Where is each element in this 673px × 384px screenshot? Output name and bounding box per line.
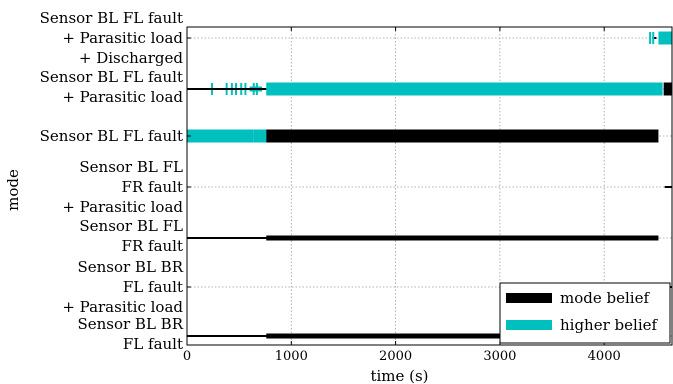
mode-label-6-line-0: Sensor BL BR [77,315,183,333]
mode-label-5-line-0: Sensor BL BR [77,258,183,276]
mode-label-0-line-2: + Discharged [79,49,184,67]
series-mode-belief [187,37,672,339]
x-tick-label-2: 2000 [379,349,412,364]
x-tick-label-3: 3000 [483,349,516,364]
mode-label-4-line-1: FR fault [122,237,183,255]
plot-frame [186,26,673,346]
legend-label-1: higher belief [560,316,658,334]
x-tick-label-4: 4000 [588,349,621,364]
y-axis-label: mode [4,169,22,211]
mode-label-5-line-2: + Parasitic load [62,298,183,316]
mode-label-3-line-0: Sensor BL FL [79,158,183,176]
x-axis-label: time (s) [370,367,428,384]
mode-label-2-line-0: Sensor BL FL fault [40,127,183,145]
mode-label-1-line-1: + Parasitic load [62,88,183,106]
x-tick-label-0: 0 [183,349,191,364]
legend: mode belief higher belief [499,282,671,344]
mode-label-5-line-1: FL fault [123,278,183,296]
series-layer [187,31,672,339]
mode-label-0-line-0: Sensor BL FL fault [40,9,183,27]
mode-labels: Sensor BL FL fault + Parasitic load + Disc… [40,9,191,353]
mode-label-4-line-0: Sensor BL FL [79,217,183,235]
x-tick-label-1: 1000 [275,349,308,364]
series-higher-belief [187,31,672,143]
mode-label-3-line-2: + Parasitic load [62,198,183,216]
x-axis-ticks: 0 1000 2000 3000 4000 [183,27,621,364]
mode-label-3-line-1: FR fault [122,178,183,196]
legend-label-0: mode belief [560,289,650,307]
mode-label-1-line-0: Sensor BL FL fault [40,68,183,86]
mode-label-0-line-1: + Parasitic load [62,29,183,47]
mode-label-6-line-1: FL fault [123,335,183,353]
